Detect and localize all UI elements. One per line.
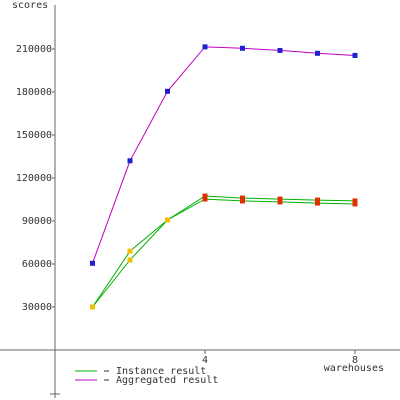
marker bbox=[277, 199, 283, 205]
series-line bbox=[92, 46, 356, 264]
marker bbox=[127, 257, 133, 263]
y-tick-label: 210000 bbox=[16, 44, 52, 55]
marker bbox=[277, 47, 283, 53]
marker bbox=[352, 198, 358, 204]
x-tick-label: 8 bbox=[352, 355, 358, 366]
legend-label: Aggregated result bbox=[116, 375, 218, 386]
y-axis-label: scores bbox=[12, 0, 48, 11]
x-tick-label: 4 bbox=[202, 355, 208, 366]
marker bbox=[202, 196, 208, 202]
marker bbox=[352, 201, 358, 207]
series-line bbox=[92, 195, 356, 308]
marker bbox=[240, 198, 245, 204]
legend-label: Instance result bbox=[116, 366, 206, 377]
marker bbox=[315, 50, 320, 56]
y-tick-label: 120000 bbox=[16, 173, 52, 184]
marker bbox=[127, 248, 133, 254]
series-line bbox=[92, 198, 356, 308]
marker bbox=[90, 260, 95, 266]
x-axis-label: warehouses bbox=[324, 363, 384, 374]
y-tick-label: 60000 bbox=[22, 259, 52, 270]
marker bbox=[352, 52, 358, 58]
marker bbox=[202, 193, 208, 199]
marker bbox=[240, 45, 245, 51]
y-tick-label: 30000 bbox=[22, 302, 52, 313]
marker bbox=[127, 158, 133, 164]
marker bbox=[165, 217, 170, 223]
y-tick-label: 90000 bbox=[22, 216, 52, 227]
marker bbox=[315, 200, 320, 206]
marker bbox=[90, 304, 95, 310]
marker bbox=[240, 195, 245, 201]
y-tick-label: 180000 bbox=[16, 87, 52, 98]
y-tick-label: 150000 bbox=[16, 130, 52, 141]
marker bbox=[277, 196, 283, 202]
marker bbox=[165, 88, 170, 94]
marker bbox=[315, 197, 320, 203]
marker bbox=[202, 44, 208, 50]
